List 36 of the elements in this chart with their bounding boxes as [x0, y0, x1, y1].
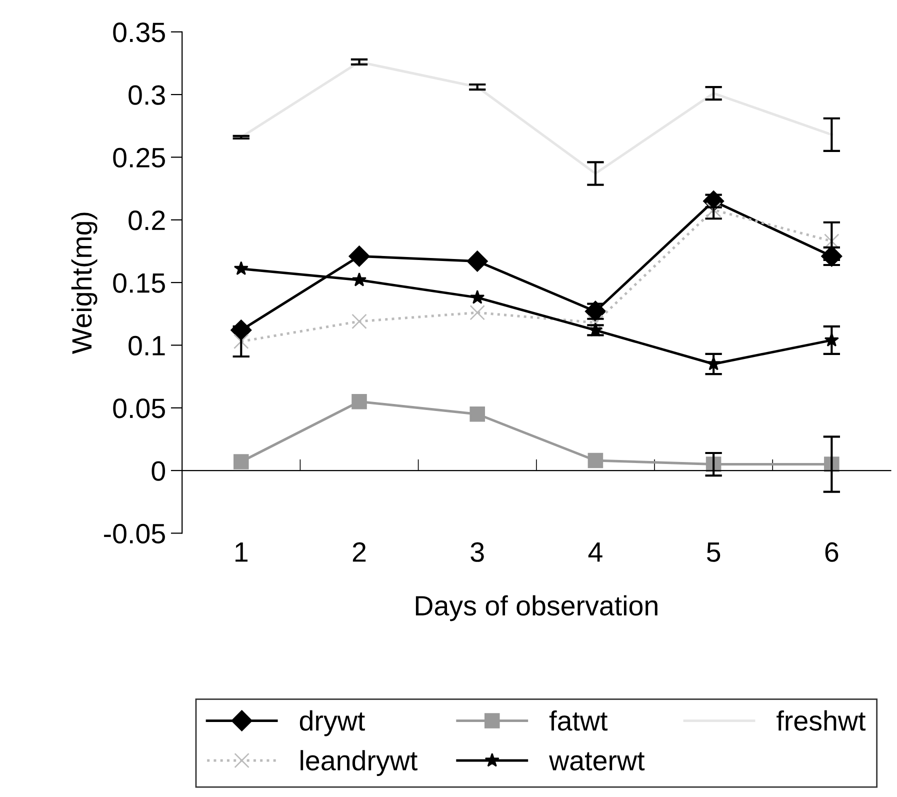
x-tick-label: 1 — [236, 542, 248, 562]
y-tick-label: 0.05 — [113, 398, 165, 418]
point — [234, 261, 248, 276]
legend-label: waterwt — [549, 752, 645, 770]
legend-label: leandrywt — [300, 750, 418, 776]
point — [470, 290, 485, 304]
point — [234, 454, 249, 470]
y-tick-label: 0.3 — [128, 85, 165, 105]
point — [470, 406, 485, 422]
point — [352, 394, 367, 410]
y-tick-label: -0.05 — [104, 524, 165, 544]
point — [352, 314, 367, 330]
x-tick-label: 5 — [706, 542, 720, 562]
point — [348, 246, 370, 267]
y-tick-label: 0.1 — [128, 336, 165, 356]
point — [352, 272, 367, 286]
line-series — [240, 60, 833, 175]
legend-label: fatwt — [549, 710, 608, 731]
point — [234, 334, 249, 350]
legend-label: drywt — [300, 710, 365, 736]
point — [466, 250, 488, 272]
y-tick-label: 0.25 — [113, 148, 165, 168]
y-tick-label: 0 — [152, 461, 166, 481]
x-tick-label: 3 — [470, 542, 484, 562]
y-tick-label: 0.35 — [113, 22, 165, 42]
x-axis-title: Days of observation — [416, 595, 658, 622]
legend-label: freshwt — [776, 710, 866, 731]
y-tick-label: 0.15 — [113, 273, 165, 293]
point — [470, 304, 485, 320]
x-tick-label: 2 — [352, 542, 366, 562]
y-axis-title: Weight(mg) — [71, 212, 98, 354]
y-tick-label: 0.2 — [128, 210, 165, 230]
point — [588, 452, 604, 468]
point — [588, 315, 604, 330]
x-tick-label: 4 — [588, 542, 602, 562]
x-tick-label: 6 — [825, 542, 838, 562]
